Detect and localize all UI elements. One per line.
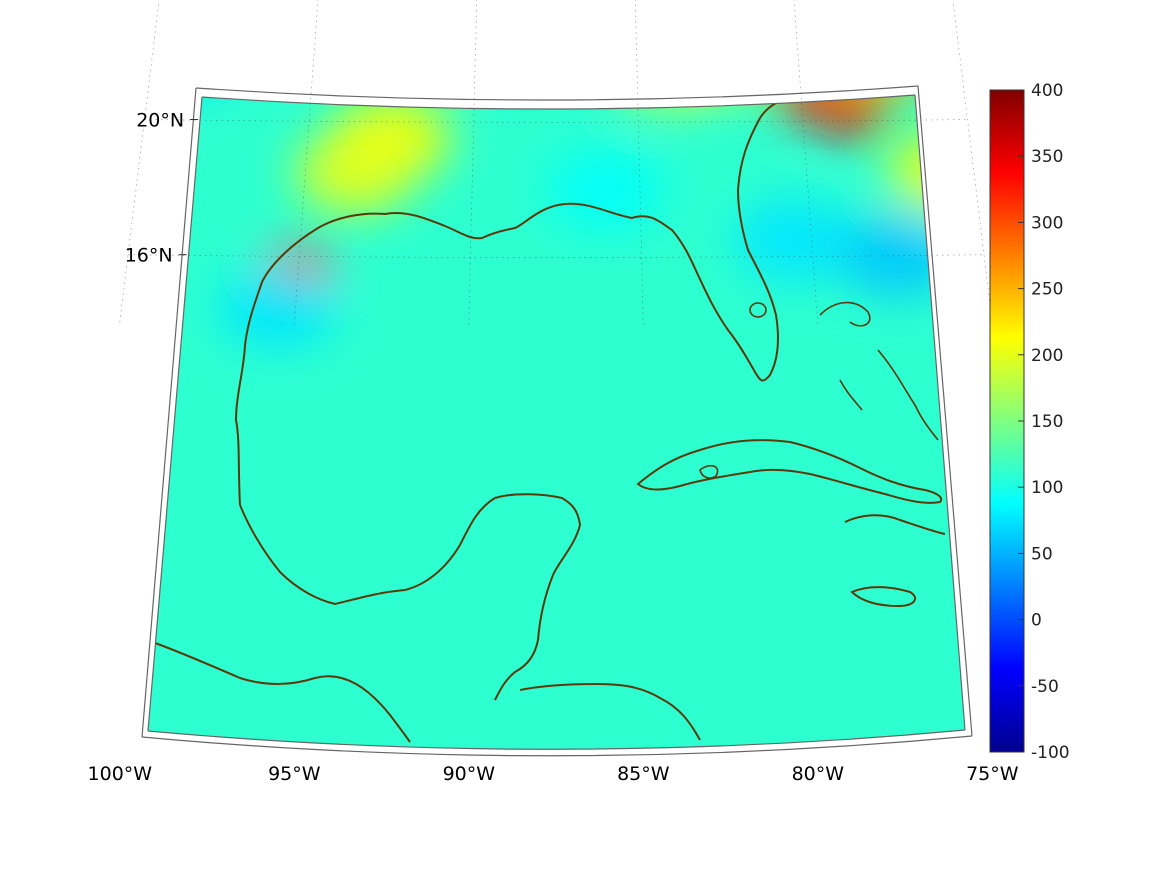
longitude-tick-label: 75°W [966,763,1019,785]
longitude-tick-label: 100°W [88,763,153,785]
colorbar-tick-label: 100 [1031,478,1063,498]
coast-lake-okeechobee [749,302,767,318]
coast-bahamas-south [877,349,939,441]
colorbar-tick-label: 350 [1031,147,1063,167]
colorbar: 400 350 300 250 200 150 100 50 0 -50 -100 [989,81,1070,763]
heat-blob [295,130,416,215]
colorbar-tick-label: 0 [1031,611,1042,631]
colorbar-tick-label: 400 [1031,81,1063,101]
coast-mexico-yucatan [239,493,582,701]
coast-andros [839,379,863,411]
coast-isla-juventud [699,464,719,479]
longitude-tick-label: 85°W [617,763,670,785]
coast-bahamas-north [819,301,871,327]
colorbar-tick-label: 250 [1031,280,1063,300]
heat-blob [734,197,855,282]
colorbar-tick-label: 50 [1031,544,1053,564]
longitude-tick-label: 90°W [443,763,496,785]
colorbar-tick-label: 200 [1031,346,1063,366]
heat-blob [773,95,842,119]
heat-blob [609,95,730,114]
colorbar-tick-label: 150 [1031,412,1063,432]
heat-blob [886,128,965,213]
latitude-tick-label: 16°N [125,245,173,267]
coast-honduras [519,682,701,741]
heat-blob [857,0,977,61]
coast-cuba [636,439,943,504]
coast-hispaniola [844,514,946,535]
colorbar-tick-label: 300 [1031,213,1063,233]
heat-blob [218,265,339,350]
longitude-tick-label: 95°W [268,763,321,785]
coast-gulf-florida [234,101,779,506]
latitude-tick-label: 20°N [136,110,184,132]
longitude-labels: 100°W 95°W 90°W 85°W 80°W 75°W [88,763,1019,785]
heat-blob [819,11,939,95]
longitude-tick-label: 80°W [792,763,845,785]
heat-blob [125,10,245,94]
latitude-labels: 32°N28°N24°N20°N16°N [125,110,199,267]
coast-central-america-pacific [154,642,411,743]
heat-blob [657,95,778,97]
coastlines [154,101,946,743]
heat-field [125,0,977,750]
map-frame [141,85,973,757]
colorbar-tick-label: -50 [1031,677,1059,697]
heat-blob [384,0,504,80]
heat-blob [546,147,667,232]
colorbar-tick-label: -100 [1031,743,1070,763]
colorbar-ticks: 400 350 300 250 200 150 100 50 0 -50 -100 [1018,81,1070,763]
coast-jamaica [850,586,917,608]
heat-blob [288,0,408,62]
